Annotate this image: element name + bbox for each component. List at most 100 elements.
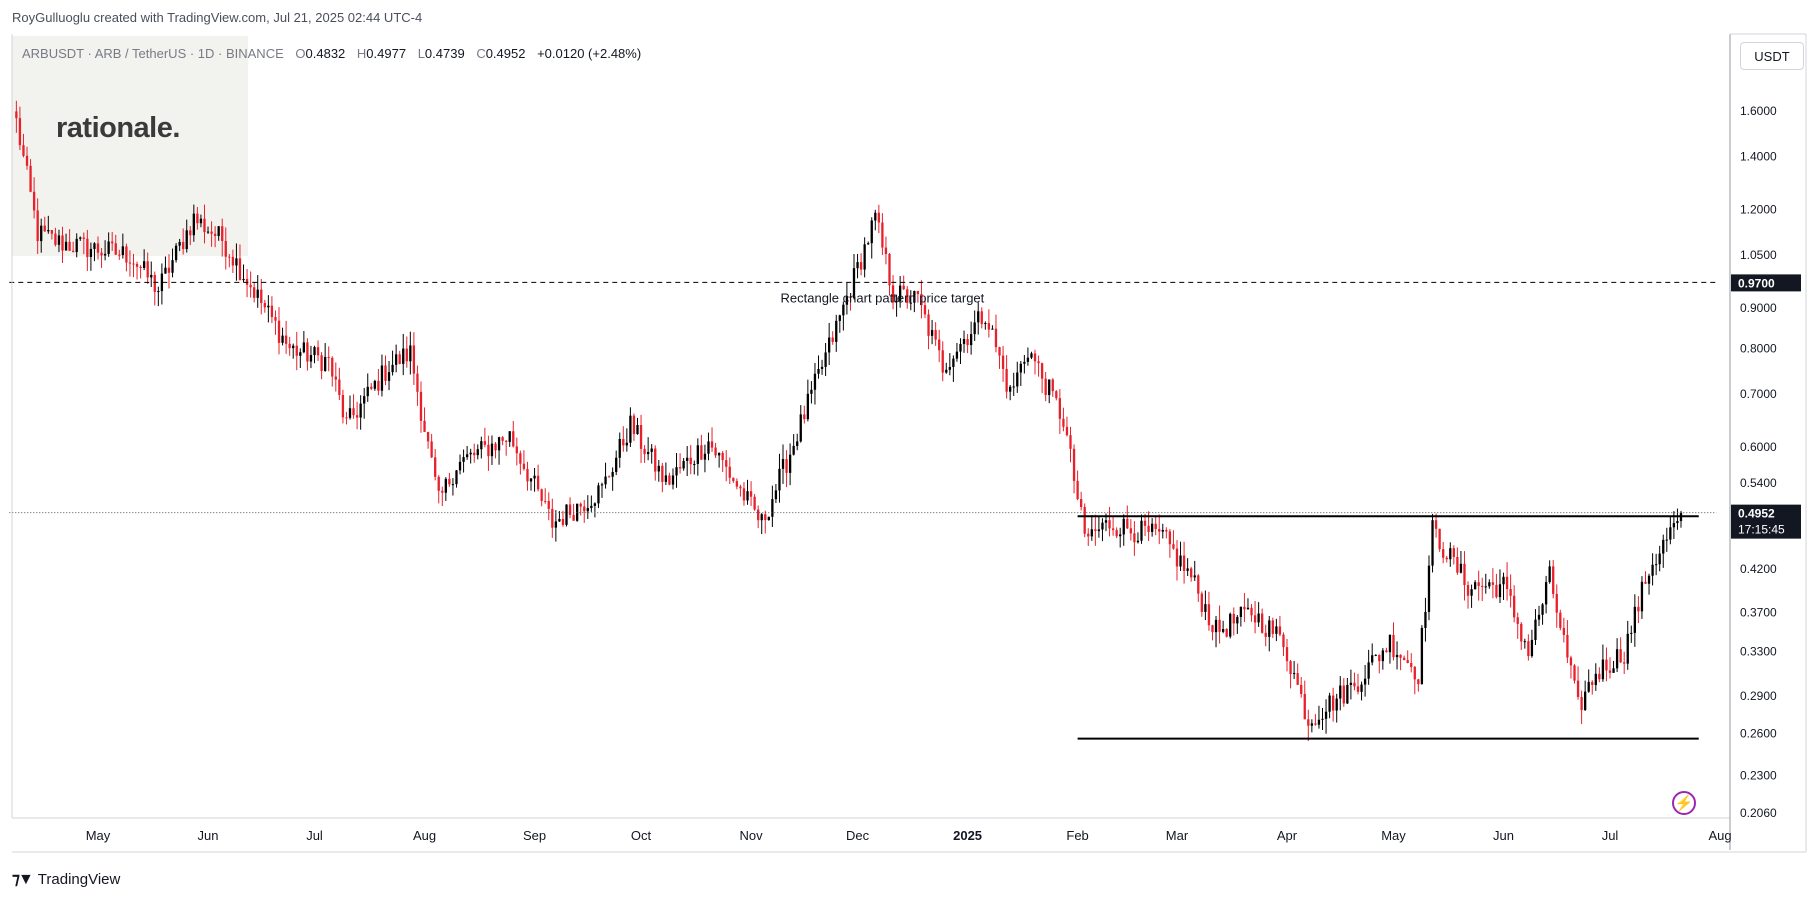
candle-body: [1420, 627, 1424, 685]
candle-body: [945, 369, 948, 373]
candle-body: [1204, 604, 1207, 612]
y-tick-label: 0.6000: [1740, 440, 1777, 454]
candle-body: [923, 305, 927, 315]
candle-body: [1165, 529, 1168, 532]
candle-body: [1601, 659, 1605, 680]
candle-body: [1161, 529, 1164, 532]
candle-body: [391, 364, 394, 373]
candle-body: [1211, 625, 1214, 633]
candle-body: [558, 518, 561, 522]
candle-body: [902, 285, 905, 290]
currency-unit-button[interactable]: USDT: [1740, 42, 1804, 70]
candle-body: [717, 452, 721, 456]
candle-body: [75, 238, 78, 253]
y-tick-label: 1.4000: [1740, 150, 1777, 164]
candle-body: [1317, 719, 1321, 725]
candle-body: [480, 441, 483, 450]
candle-body: [1669, 527, 1672, 540]
candle-body: [1292, 673, 1296, 675]
candle-body: [703, 453, 707, 460]
candle-body: [874, 212, 877, 221]
candle-body: [380, 365, 384, 391]
candle-body: [732, 477, 735, 482]
candle-body: [284, 335, 288, 344]
candle-body: [998, 347, 1001, 356]
candle-body: [1445, 557, 1448, 560]
candle-body: [1289, 661, 1292, 675]
candle-body: [1388, 634, 1392, 653]
candle-body: [1094, 529, 1097, 531]
candle-body: [1477, 582, 1480, 587]
candle-body: [1378, 654, 1381, 662]
candle-body: [142, 261, 146, 268]
candle-body: [806, 393, 810, 420]
candle-body: [682, 460, 685, 469]
candle-body: [221, 226, 224, 241]
candle-body: [1363, 678, 1367, 685]
candle-body: [302, 342, 306, 353]
candle-body: [1544, 582, 1548, 605]
candle-body: [593, 503, 597, 506]
candle-body: [700, 445, 703, 460]
candle-body: [206, 231, 210, 233]
candle-body: [920, 293, 923, 306]
tradingview-footer[interactable]: ⁊▼ TradingView: [12, 869, 120, 889]
candle-body: [529, 478, 533, 482]
candle-body: [959, 343, 962, 352]
candle-body: [650, 448, 653, 452]
candle-body: [572, 514, 575, 521]
candle-body: [1275, 626, 1278, 634]
lightning-icon[interactable]: ⚡: [1672, 791, 1696, 815]
level-price-badge: 0.9700: [1738, 276, 1775, 290]
candle-body: [561, 518, 565, 525]
candle-body: [668, 475, 671, 485]
candle-body: [281, 335, 284, 343]
candle-body: [845, 296, 849, 305]
y-tick-label: 0.3700: [1740, 605, 1777, 619]
candle-body: [1310, 723, 1314, 726]
candle-body: [678, 467, 682, 469]
candle-body: [1048, 379, 1051, 396]
candle-body: [1371, 655, 1374, 663]
candle-body: [79, 237, 82, 239]
candle-body: [114, 243, 117, 255]
candle-body: [916, 290, 920, 294]
candle-body: [597, 485, 600, 504]
candle-body: [235, 258, 238, 266]
candle-body: [1381, 650, 1384, 662]
candle-body: [426, 431, 430, 442]
x-tick-label: Dec: [846, 828, 870, 843]
candle-body: [359, 403, 362, 418]
candle-body: [1332, 695, 1335, 711]
candle-body: [1296, 673, 1299, 685]
candle-body: [522, 463, 526, 469]
candle-body: [646, 451, 650, 455]
candle-body: [607, 476, 611, 478]
candle-body: [1101, 522, 1104, 530]
candle-body: [1520, 623, 1523, 642]
candle-body: [164, 267, 167, 274]
y-tick-label: 0.2600: [1740, 726, 1777, 740]
candle-body: [462, 457, 465, 462]
candle-body: [849, 296, 852, 298]
candle-body: [1062, 418, 1065, 427]
candle-body: [1594, 673, 1597, 686]
candle-body: [231, 256, 235, 266]
candle-body: [132, 263, 135, 265]
y-tick-label: 0.2300: [1740, 768, 1777, 782]
candle-body: [881, 222, 884, 248]
candle-body: [1324, 711, 1328, 719]
high-value: 0.4977: [366, 46, 407, 61]
candle-body: [1502, 576, 1505, 585]
candle-body: [1285, 647, 1289, 662]
candle-body: [1076, 480, 1079, 500]
candle-body: [1143, 520, 1147, 526]
candle-body: [778, 468, 781, 491]
candle-body: [781, 459, 785, 469]
candle-body: [1406, 660, 1409, 664]
candle-body: [274, 317, 277, 321]
candle-body: [348, 408, 352, 418]
candle-body: [111, 241, 114, 244]
candle-body: [1537, 614, 1541, 620]
